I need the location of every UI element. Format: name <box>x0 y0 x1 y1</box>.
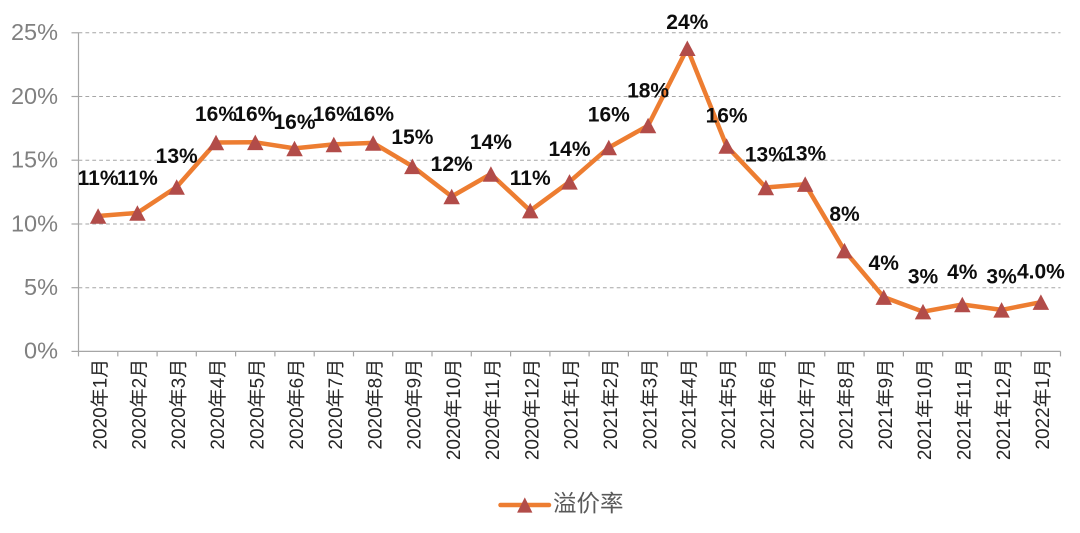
svg-text:13%: 13% <box>156 145 198 168</box>
svg-text:2: 2 <box>130 378 151 389</box>
svg-text:16%: 16% <box>588 104 630 127</box>
svg-text:2: 2 <box>601 378 622 389</box>
svg-text:10: 10 <box>915 378 936 399</box>
svg-text:2020: 2020 <box>169 407 190 449</box>
svg-text:15%: 15% <box>11 147 58 173</box>
svg-text:2020: 2020 <box>483 418 504 460</box>
svg-text:2020: 2020 <box>522 418 543 460</box>
svg-text:9: 9 <box>405 378 426 389</box>
svg-text:12: 12 <box>522 378 543 399</box>
svg-text:16%: 16% <box>234 103 276 126</box>
svg-text:15%: 15% <box>391 126 433 149</box>
svg-text:13%: 13% <box>784 143 826 166</box>
svg-text:2021: 2021 <box>758 407 779 449</box>
svg-text:2021: 2021 <box>640 407 661 449</box>
svg-text:6: 6 <box>287 378 308 389</box>
svg-text:0%: 0% <box>24 338 58 364</box>
svg-text:14%: 14% <box>548 138 590 161</box>
svg-text:24%: 24% <box>666 11 708 34</box>
svg-text:3%: 3% <box>986 265 1017 288</box>
svg-text:2021: 2021 <box>601 407 622 449</box>
svg-text:5%: 5% <box>24 274 58 300</box>
svg-text:16%: 16% <box>352 103 394 126</box>
svg-text:2020: 2020 <box>287 407 308 449</box>
svg-text:16%: 16% <box>313 103 355 126</box>
svg-text:3%: 3% <box>908 266 939 289</box>
svg-text:11%: 11% <box>78 167 119 190</box>
svg-text:4%: 4% <box>947 261 978 284</box>
svg-text:12%: 12% <box>431 153 473 176</box>
svg-text:11%: 11% <box>117 167 158 190</box>
svg-text:8: 8 <box>365 378 386 389</box>
svg-text:5: 5 <box>248 378 269 389</box>
svg-text:2020: 2020 <box>326 407 347 449</box>
svg-text:14%: 14% <box>470 131 512 154</box>
svg-text:1: 1 <box>1033 378 1054 389</box>
svg-text:10%: 10% <box>11 210 58 236</box>
svg-text:7: 7 <box>326 378 347 389</box>
svg-text:18%: 18% <box>627 79 669 102</box>
svg-text:2021: 2021 <box>562 407 583 449</box>
svg-text:10: 10 <box>444 378 465 399</box>
svg-text:5: 5 <box>719 378 740 389</box>
svg-text:11%: 11% <box>510 167 551 190</box>
svg-text:2021: 2021 <box>955 418 976 460</box>
svg-text:2020: 2020 <box>405 407 426 449</box>
svg-text:2021: 2021 <box>915 418 936 460</box>
svg-text:2021: 2021 <box>719 407 740 449</box>
svg-text:2020: 2020 <box>90 407 111 449</box>
svg-text:8%: 8% <box>829 203 860 226</box>
svg-text:16%: 16% <box>273 111 315 134</box>
svg-text:16%: 16% <box>195 103 237 126</box>
svg-text:4.0%: 4.0% <box>1017 261 1065 284</box>
svg-text:2020: 2020 <box>365 407 386 449</box>
svg-text:6: 6 <box>758 378 779 389</box>
svg-text:2021: 2021 <box>797 407 818 449</box>
svg-text:3: 3 <box>640 378 661 389</box>
svg-text:9: 9 <box>876 378 897 389</box>
svg-text:13%: 13% <box>745 144 787 167</box>
svg-text:16%: 16% <box>706 105 748 128</box>
svg-text:1: 1 <box>90 378 111 389</box>
svg-text:4: 4 <box>680 377 701 388</box>
svg-text:2021: 2021 <box>994 418 1015 460</box>
svg-text:4: 4 <box>208 377 229 388</box>
svg-text:4%: 4% <box>869 252 900 275</box>
svg-text:2021: 2021 <box>837 407 858 449</box>
svg-text:2020: 2020 <box>208 407 229 449</box>
svg-text:12: 12 <box>994 378 1015 399</box>
svg-text:2021: 2021 <box>876 407 897 449</box>
svg-text:2020: 2020 <box>444 418 465 460</box>
svg-text:11: 11 <box>483 379 504 399</box>
svg-text:2022: 2022 <box>1033 407 1054 449</box>
svg-text:20%: 20% <box>11 83 58 109</box>
svg-text:25%: 25% <box>11 19 58 45</box>
svg-text:3: 3 <box>169 378 190 389</box>
svg-text:2020: 2020 <box>130 407 151 449</box>
svg-text:7: 7 <box>797 378 818 389</box>
svg-text:11: 11 <box>955 379 976 399</box>
svg-text:8: 8 <box>837 378 858 389</box>
svg-text:1: 1 <box>562 378 583 389</box>
svg-text:2021: 2021 <box>680 407 701 449</box>
svg-text:2020: 2020 <box>248 407 269 449</box>
